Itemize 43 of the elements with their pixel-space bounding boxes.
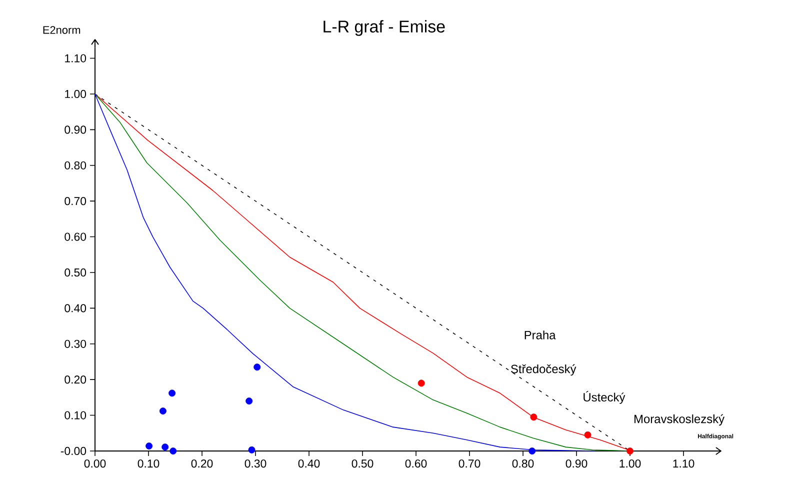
- y-tick-label: 0.40: [64, 304, 86, 312]
- x-tick-label: 0.70: [458, 459, 480, 468]
- y-tick-label: 0.60: [64, 232, 86, 241]
- point: [162, 444, 169, 451]
- x-tick-label: 0.40: [298, 459, 320, 468]
- annotation: Ústecký: [584, 391, 626, 404]
- x-tick-label: 0.00: [84, 459, 106, 468]
- point: [248, 446, 256, 454]
- point: [254, 364, 261, 371]
- y-tick-label: 1.00: [65, 90, 86, 98]
- point: [168, 390, 176, 397]
- point: [159, 408, 166, 414]
- y-axis-title: E2norm: [43, 26, 80, 34]
- annotation: Praha: [524, 330, 556, 340]
- y-tick-label: 0.20: [64, 376, 86, 384]
- y-tick-label: 0.70: [64, 197, 86, 206]
- y-tick-label: -0.00: [60, 446, 86, 456]
- y-tick-label: 0.30: [64, 340, 86, 348]
- y-tick-label: 0.10: [64, 411, 86, 420]
- x-tick-label: 0.50: [352, 459, 374, 468]
- x-tick-label: 0.10: [138, 459, 160, 468]
- x-tick-label: 0.90: [566, 459, 588, 468]
- annotation: Moravskoslezský: [634, 414, 725, 426]
- point: [530, 414, 538, 421]
- chart-title: L-R graf - Emise: [324, 20, 445, 36]
- point: [584, 431, 592, 438]
- point: [528, 448, 536, 454]
- y-tick-label: 0.50: [64, 268, 86, 277]
- point: [170, 448, 177, 454]
- x-tick-label: 0.60: [405, 459, 427, 468]
- x-tick-label: 1.00: [620, 459, 641, 468]
- point: [146, 442, 153, 450]
- point: [418, 380, 425, 387]
- x-tick-label: 1.10: [673, 459, 694, 468]
- point: [626, 448, 634, 454]
- y-tick-label: 0.90: [64, 126, 86, 134]
- y-tick-label: 0.80: [64, 161, 86, 170]
- x-tick-label: 0.30: [244, 459, 266, 468]
- x-tick-label: 0.80: [512, 459, 534, 468]
- x-tick-label: 0.20: [191, 459, 213, 468]
- point: [246, 398, 253, 404]
- y-tick-label: 1.10: [65, 54, 86, 62]
- annotation: Středočeský: [511, 364, 576, 376]
